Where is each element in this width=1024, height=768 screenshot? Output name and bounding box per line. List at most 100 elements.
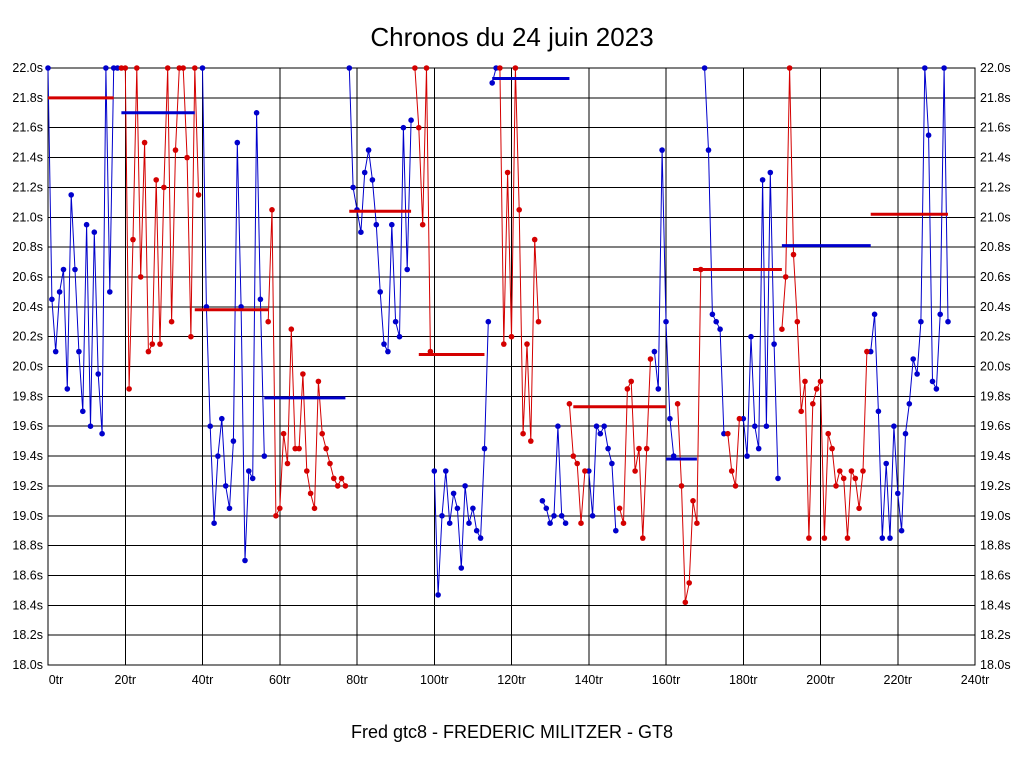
blue-driver-laps-point bbox=[887, 535, 893, 541]
blue-driver-laps-point bbox=[593, 423, 600, 430]
blue-driver-laps-point bbox=[933, 386, 940, 392]
red-driver-laps-point bbox=[802, 378, 808, 385]
blue-driver-laps-point bbox=[945, 318, 951, 325]
blue-driver-laps-point bbox=[740, 415, 747, 422]
red-driver-laps-point bbox=[790, 251, 797, 258]
blue-driver-laps-point bbox=[377, 289, 384, 295]
blue-driver-laps-line bbox=[202, 67, 265, 561]
blue-driver-laps-point bbox=[767, 169, 774, 176]
y-axis-tick-label-left: 21.0s bbox=[12, 210, 43, 224]
x-axis-tick-label: 100tr bbox=[420, 673, 449, 687]
red-driver-laps-point bbox=[497, 65, 503, 71]
blue-driver-laps-point bbox=[365, 147, 372, 153]
blue-driver-laps-point bbox=[891, 423, 897, 430]
blue-driver-laps-point bbox=[875, 408, 882, 415]
blue-driver-laps-point bbox=[879, 535, 886, 541]
blue-driver-laps-point bbox=[392, 318, 399, 325]
red-driver-laps-point bbox=[852, 475, 859, 482]
blue-driver-laps-point bbox=[713, 318, 719, 325]
red-driver-laps-point bbox=[640, 535, 646, 541]
red-driver-laps-point bbox=[794, 318, 801, 325]
red-driver-laps-point bbox=[531, 236, 538, 243]
red-driver-laps-point bbox=[334, 483, 341, 489]
red-driver-laps-point bbox=[674, 401, 681, 407]
blue-driver-laps-point bbox=[389, 221, 395, 228]
y-axis-tick-label-right: 21.8s bbox=[980, 91, 1011, 105]
y-axis-tick-label-left: 20.6s bbox=[12, 270, 43, 284]
blue-driver-laps-point bbox=[473, 527, 480, 534]
red-driver-laps-point bbox=[277, 505, 283, 512]
red-driver-laps-point bbox=[620, 520, 627, 526]
blue-driver-laps-point bbox=[52, 348, 59, 355]
red-driver-laps-point bbox=[624, 386, 631, 392]
blue-driver-laps-point bbox=[203, 304, 210, 310]
red-driver-laps-point bbox=[690, 498, 696, 504]
blue-driver-laps-point bbox=[717, 326, 723, 333]
blue-driver-laps-point bbox=[651, 348, 658, 355]
blue-driver-laps-point bbox=[659, 147, 665, 153]
red-driver-laps-point bbox=[423, 65, 430, 71]
blue-driver-laps-point bbox=[454, 505, 461, 512]
y-axis-tick-label-right: 19.2s bbox=[980, 479, 1011, 493]
x-axis-tick-label: 140tr bbox=[575, 673, 604, 687]
red-driver-laps-point bbox=[647, 356, 654, 362]
blue-driver-laps-point bbox=[466, 520, 472, 526]
red-driver-laps-point bbox=[574, 460, 580, 467]
red-driver-laps-point bbox=[126, 386, 132, 392]
blue-driver-laps-point bbox=[373, 221, 380, 228]
red-driver-laps-point bbox=[779, 326, 785, 333]
y-axis-tick-label-left: 21.4s bbox=[12, 151, 43, 165]
y-axis-tick-label-left: 22.0s bbox=[12, 61, 43, 75]
y-axis-tick-label-right: 22.0s bbox=[980, 61, 1011, 75]
blue-driver-laps-point bbox=[701, 65, 708, 71]
x-axis-tick-label: 160tr bbox=[652, 673, 681, 687]
blue-driver-laps-point bbox=[385, 348, 391, 355]
red-driver-laps-line bbox=[727, 418, 740, 487]
y-axis-tick-label-left: 19.0s bbox=[12, 509, 43, 523]
red-driver-laps-point bbox=[323, 445, 329, 452]
red-driver-laps-point bbox=[427, 348, 434, 355]
red-driver-laps-point bbox=[840, 475, 847, 482]
red-driver-laps-point bbox=[141, 139, 148, 146]
red-driver-laps-point bbox=[412, 65, 418, 71]
blue-driver-laps-point bbox=[253, 110, 260, 116]
red-driver-laps-point bbox=[829, 445, 835, 452]
y-axis-tick-label-left: 21.2s bbox=[12, 180, 43, 194]
blue-driver-laps-point bbox=[709, 311, 716, 318]
blue-driver-laps-point bbox=[396, 333, 403, 340]
y-axis-tick-label-left: 19.6s bbox=[12, 419, 43, 433]
blue-driver-laps-point bbox=[346, 65, 353, 71]
red-driver-laps-point bbox=[504, 169, 511, 176]
blue-driver-laps-point bbox=[883, 460, 889, 467]
y-axis-tick-label-left: 20.4s bbox=[12, 300, 43, 314]
y-axis-tick-label-left: 18.2s bbox=[12, 628, 43, 642]
y-axis-tick-label-right: 20.6s bbox=[980, 270, 1011, 284]
blue-driver-laps-point bbox=[481, 445, 488, 452]
y-axis-tick-label-left: 18.4s bbox=[12, 598, 43, 612]
y-axis-tick-label-left: 19.2s bbox=[12, 479, 43, 493]
blue-driver-laps-point bbox=[76, 348, 82, 355]
red-driver-laps-point bbox=[184, 154, 190, 161]
red-driver-laps-point bbox=[134, 65, 140, 71]
red-driver-laps-point bbox=[304, 468, 310, 474]
blue-driver-laps-point bbox=[446, 520, 453, 526]
blue-driver-laps-point bbox=[895, 490, 901, 497]
red-driver-laps-line bbox=[781, 67, 868, 539]
blue-driver-laps-point bbox=[555, 423, 561, 430]
blue-driver-laps-point bbox=[215, 453, 221, 459]
blue-driver-laps-line bbox=[47, 67, 118, 434]
red-driver-laps-point bbox=[292, 445, 299, 452]
blue-driver-laps-point bbox=[462, 483, 468, 489]
blue-driver-laps-point bbox=[914, 371, 920, 377]
y-axis-tick-label-right: 19.6s bbox=[980, 419, 1011, 433]
red-driver-laps-point bbox=[616, 505, 623, 512]
blue-driver-laps-point bbox=[558, 513, 565, 519]
blue-driver-laps-line bbox=[704, 67, 725, 434]
x-axis-tick-label: 20tr bbox=[114, 673, 136, 687]
blue-driver-laps-point bbox=[458, 565, 465, 571]
y-axis-tick-label-left: 19.8s bbox=[12, 389, 43, 403]
plot-border bbox=[47, 67, 976, 666]
blue-driver-laps-point bbox=[663, 318, 669, 325]
y-axis-tick-label-left: 20.8s bbox=[12, 240, 43, 254]
